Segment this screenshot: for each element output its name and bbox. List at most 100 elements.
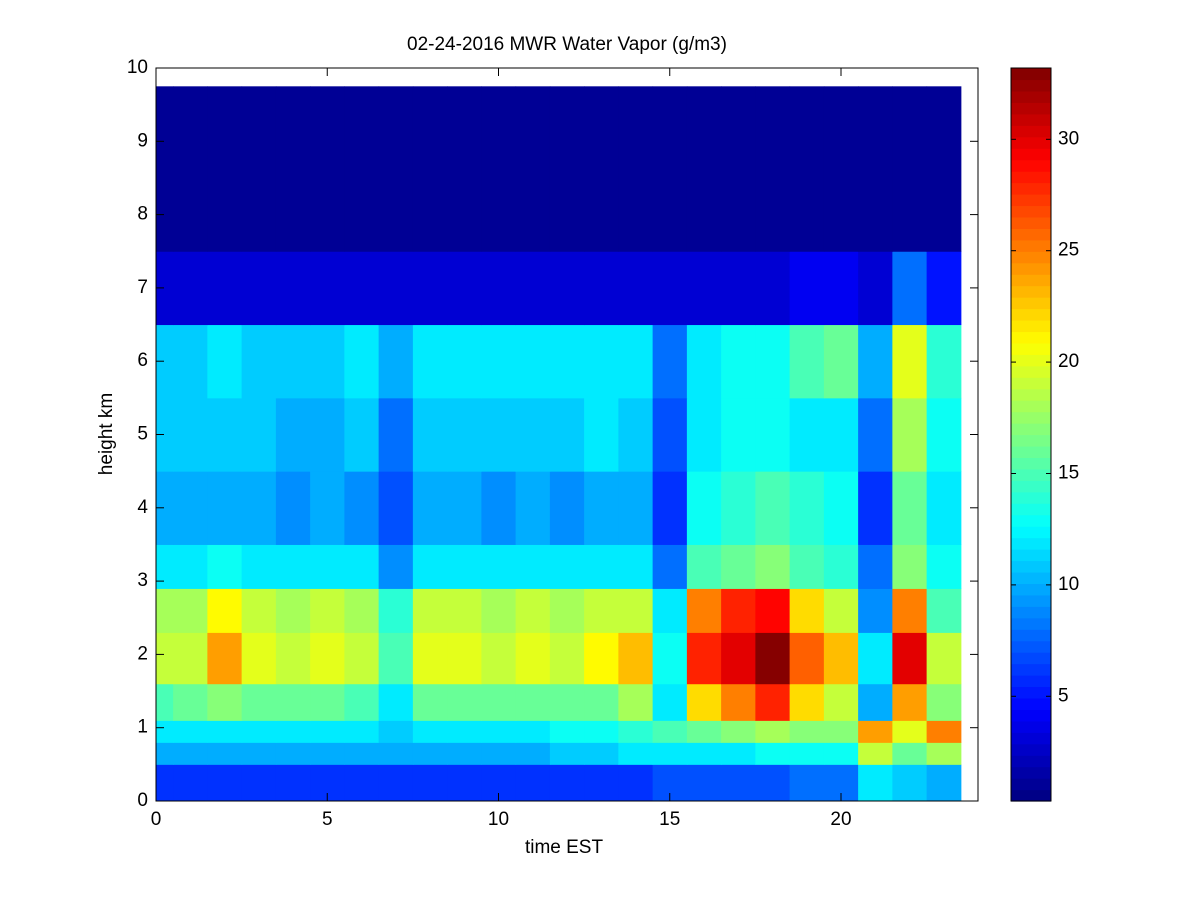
heat-cell [241, 544, 277, 589]
heat-cell [926, 742, 962, 765]
colorbar-segment [1011, 743, 1051, 756]
colorbar-segment [1011, 652, 1051, 665]
heat-cell [447, 588, 482, 633]
heat-cell [378, 86, 414, 252]
heat-cell [241, 764, 277, 802]
heat-cell [412, 544, 448, 589]
heat-cell [721, 764, 756, 802]
heat-cell [618, 251, 654, 326]
heat-cell [447, 632, 482, 685]
heat-cell [858, 720, 893, 743]
heat-cell [344, 471, 380, 545]
heat-cell [173, 764, 208, 802]
colorbar-segment [1011, 216, 1051, 229]
heat-cell [823, 324, 859, 399]
heat-cell [686, 397, 722, 472]
heat-cell [344, 588, 380, 633]
colorbar-segment [1011, 755, 1051, 768]
heat-cell [789, 544, 825, 589]
heat-cell [241, 251, 277, 326]
heat-cell [412, 397, 448, 472]
heat-cell [618, 544, 654, 589]
heat-cell [173, 397, 208, 472]
colorbar-segment [1011, 789, 1051, 802]
heat-cell [156, 397, 174, 472]
heat-cell [481, 324, 517, 399]
colorbar-segment [1011, 79, 1051, 92]
heat-cell [618, 764, 654, 802]
heat-cell [789, 324, 825, 399]
colorbar-segment [1011, 228, 1051, 241]
heat-cell [378, 720, 414, 743]
heat-cell [310, 720, 345, 743]
heat-cell [412, 588, 448, 633]
heat-cell [378, 632, 414, 685]
heat-cell [618, 588, 654, 633]
heat-cell [652, 720, 688, 743]
heat-cell [481, 397, 517, 472]
heat-cell [858, 764, 893, 802]
colorbar-segment [1011, 193, 1051, 207]
heat-cell [549, 471, 585, 545]
heat-cell [584, 251, 619, 326]
heat-cell [686, 86, 722, 252]
heat-cell [241, 471, 277, 545]
heat-cell [755, 764, 791, 802]
heat-cell [241, 324, 277, 399]
heat-cell [241, 720, 277, 743]
heat-cell [721, 324, 756, 399]
colorbar-segment [1011, 136, 1051, 149]
heat-cell [721, 588, 756, 633]
y-tick-label: 1 [137, 717, 148, 738]
colorbar-segment [1011, 411, 1051, 424]
heat-cell [652, 742, 688, 765]
colorbar-tick-label: 30 [1058, 128, 1079, 149]
heat-cell [789, 742, 825, 765]
colorbar-tick-label: 5 [1058, 685, 1069, 706]
colorbar-segment [1011, 90, 1051, 103]
heat-cell [584, 683, 619, 721]
colorbar-segment [1011, 732, 1051, 745]
heat-cell [173, 742, 208, 765]
heat-cell [652, 324, 688, 399]
y-tick-label: 10 [127, 57, 148, 78]
heat-cell [618, 683, 654, 721]
colorbar-segment [1011, 251, 1051, 264]
heat-cell [755, 632, 791, 685]
heat-cell [275, 544, 311, 589]
heat-cell [721, 742, 756, 765]
heat-cell [275, 632, 311, 685]
heat-cell [823, 251, 859, 326]
y-tick-label: 0 [137, 790, 148, 811]
colorbar-segment [1011, 514, 1051, 527]
heat-cell [755, 397, 791, 472]
heat-cell [310, 251, 345, 326]
heat-cell [549, 324, 585, 399]
heat-cell [858, 324, 893, 399]
heat-cell [823, 683, 859, 721]
colorbar-segment [1011, 239, 1051, 252]
heat-cell [584, 632, 619, 685]
heat-cell [789, 720, 825, 743]
heat-cell [344, 764, 380, 802]
heat-cell [823, 720, 859, 743]
heat-cell [207, 251, 243, 326]
heat-cell [344, 251, 380, 326]
y-tick-label: 8 [137, 204, 148, 225]
heat-cell [926, 324, 962, 399]
y-tick-label: 5 [137, 424, 148, 445]
heat-cell [721, 720, 756, 743]
heat-cell [173, 544, 208, 589]
heat-cell [858, 632, 893, 685]
colorbar-segment [1011, 560, 1051, 573]
heat-cell [652, 588, 688, 633]
heat-cell [926, 720, 962, 743]
heat-cell [686, 324, 722, 399]
colorbar-tick-label: 25 [1058, 240, 1079, 261]
heat-cell [173, 86, 208, 252]
heat-cell [755, 471, 791, 545]
y-tick-label: 9 [137, 130, 148, 151]
heat-cell [156, 471, 174, 545]
y-tick-label: 4 [137, 497, 148, 518]
